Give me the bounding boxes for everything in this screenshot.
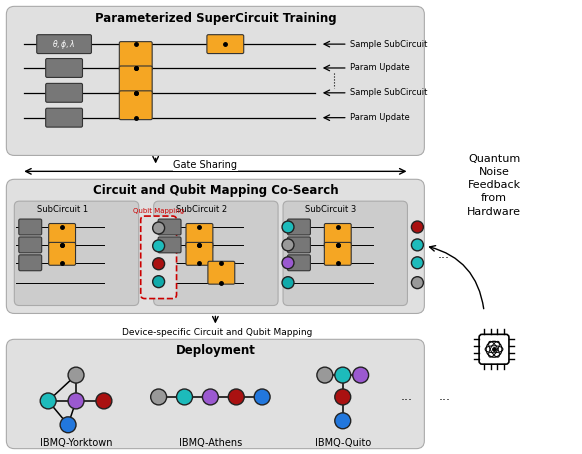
FancyBboxPatch shape	[288, 219, 310, 235]
Circle shape	[353, 367, 368, 383]
FancyBboxPatch shape	[154, 201, 278, 306]
Text: Deployment: Deployment	[175, 344, 255, 357]
Circle shape	[40, 393, 56, 409]
FancyBboxPatch shape	[6, 179, 424, 313]
Text: ...: ...	[400, 390, 413, 404]
Circle shape	[335, 413, 351, 429]
FancyBboxPatch shape	[49, 242, 76, 265]
Circle shape	[203, 389, 218, 405]
Circle shape	[282, 276, 294, 289]
Text: IBMQ-Yorktown: IBMQ-Yorktown	[40, 438, 112, 448]
Circle shape	[152, 222, 165, 234]
FancyBboxPatch shape	[288, 237, 310, 253]
Circle shape	[152, 240, 165, 252]
Text: Circuit and Qubit Mapping Co-Search: Circuit and Qubit Mapping Co-Search	[93, 184, 338, 197]
Text: Parameterized SuperCircuit Training: Parameterized SuperCircuit Training	[94, 12, 336, 25]
FancyBboxPatch shape	[45, 84, 83, 102]
FancyBboxPatch shape	[207, 35, 244, 54]
Circle shape	[282, 257, 294, 269]
Text: IBMQ-Quito: IBMQ-Quito	[315, 438, 371, 448]
FancyBboxPatch shape	[119, 66, 152, 95]
FancyBboxPatch shape	[119, 91, 152, 120]
FancyBboxPatch shape	[141, 216, 176, 299]
Text: Param Update: Param Update	[350, 64, 410, 73]
Text: Sample SubCircuit: Sample SubCircuit	[350, 39, 427, 49]
FancyBboxPatch shape	[479, 334, 509, 364]
FancyBboxPatch shape	[283, 201, 407, 306]
Circle shape	[411, 257, 423, 269]
Circle shape	[152, 258, 165, 270]
Text: SubCircuit 2: SubCircuit 2	[176, 205, 227, 214]
Circle shape	[335, 367, 351, 383]
FancyBboxPatch shape	[19, 237, 42, 253]
FancyBboxPatch shape	[37, 35, 91, 54]
Text: IBMQ-Athens: IBMQ-Athens	[179, 438, 242, 448]
FancyBboxPatch shape	[119, 42, 152, 70]
Circle shape	[60, 417, 76, 433]
FancyBboxPatch shape	[19, 219, 42, 235]
FancyBboxPatch shape	[6, 339, 424, 449]
FancyBboxPatch shape	[19, 255, 42, 271]
Circle shape	[411, 276, 423, 289]
Circle shape	[411, 239, 423, 251]
Text: SubCircuit 3: SubCircuit 3	[305, 205, 356, 214]
Text: Quantum
Noise
Feedback
from
Hardware: Quantum Noise Feedback from Hardware	[467, 154, 521, 217]
Circle shape	[151, 389, 166, 405]
Circle shape	[228, 389, 244, 405]
FancyBboxPatch shape	[208, 262, 235, 284]
Text: Device-specific Circuit and Qubit Mapping: Device-specific Circuit and Qubit Mappin…	[122, 328, 313, 337]
Text: $\theta,\phi,\lambda$: $\theta,\phi,\lambda$	[52, 38, 76, 51]
Circle shape	[152, 276, 165, 288]
FancyBboxPatch shape	[6, 6, 424, 155]
FancyBboxPatch shape	[15, 201, 139, 306]
Circle shape	[282, 239, 294, 251]
Text: Sample SubCircuit: Sample SubCircuit	[350, 89, 427, 97]
Text: Qubit Mapping: Qubit Mapping	[133, 208, 184, 214]
FancyBboxPatch shape	[324, 242, 351, 265]
FancyBboxPatch shape	[288, 255, 310, 271]
FancyBboxPatch shape	[45, 59, 83, 78]
Text: Param Update: Param Update	[350, 113, 410, 122]
FancyBboxPatch shape	[324, 223, 351, 248]
Text: ...: ...	[437, 248, 449, 262]
Circle shape	[282, 221, 294, 233]
FancyBboxPatch shape	[158, 237, 181, 253]
FancyBboxPatch shape	[186, 223, 213, 248]
Circle shape	[68, 393, 84, 409]
Circle shape	[335, 389, 351, 405]
FancyBboxPatch shape	[186, 242, 213, 265]
FancyBboxPatch shape	[49, 223, 76, 248]
Circle shape	[96, 393, 112, 409]
Circle shape	[68, 367, 84, 383]
FancyBboxPatch shape	[158, 219, 181, 235]
Text: SubCircuit 1: SubCircuit 1	[37, 205, 88, 214]
Circle shape	[176, 389, 193, 405]
FancyBboxPatch shape	[45, 108, 83, 127]
Text: ...: ...	[438, 390, 450, 404]
Circle shape	[317, 367, 333, 383]
Circle shape	[254, 389, 270, 405]
Circle shape	[411, 221, 423, 233]
Text: Gate Sharing: Gate Sharing	[173, 160, 237, 170]
